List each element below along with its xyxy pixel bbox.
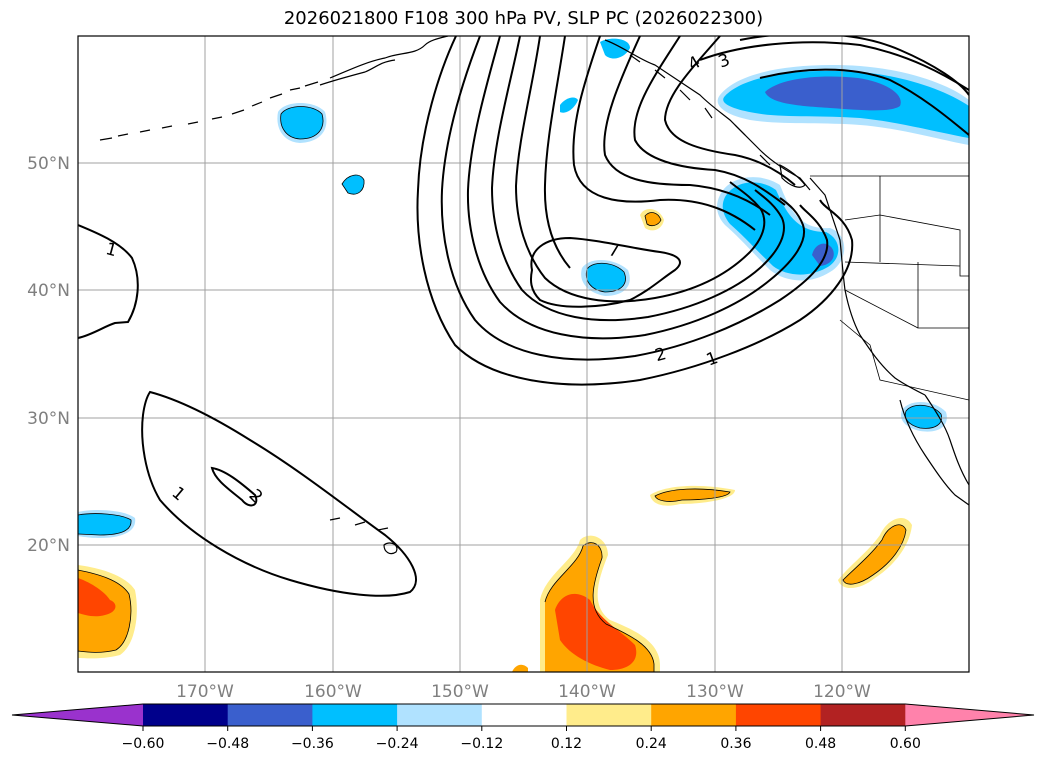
colorbar-tick-label: 0.12 — [551, 736, 582, 752]
lat-label-40n: 40°N — [27, 281, 70, 301]
colorbar-extend-low — [12, 704, 143, 726]
aleutian-islands — [99, 81, 319, 141]
pv-fill-gulf-alaska-deep — [765, 76, 901, 111]
colorbar-tick-label: −0.60 — [122, 736, 165, 752]
lon-label-140w: 140°W — [558, 682, 616, 702]
colorbar-tick-label: 0.60 — [890, 736, 921, 752]
alaska-coast — [329, 36, 449, 79]
slp-contour-outer-c — [759, 68, 969, 136]
pv-positive-fills — [78, 208, 912, 672]
slp-contour-5 — [514, 36, 766, 303]
pv-fill-pnw-deep — [812, 243, 834, 266]
slp-contour-2-subtropical — [210, 466, 258, 507]
pv-fill-north-core — [645, 212, 661, 226]
graticule — [78, 36, 969, 672]
longitude-labels: 170°W 160°W 150°W 140°W 130°W 120°W — [176, 682, 871, 702]
contour-label-1-west: 1 — [103, 239, 119, 261]
map-frame — [77, 35, 970, 673]
colorbar-segment — [651, 704, 737, 726]
lon-label-170w: 170°W — [176, 682, 234, 702]
map-plot-area: 1 2 1 2 1 7 4 3 — [78, 36, 969, 672]
slp-contour-outer-b — [699, 41, 969, 91]
slp-contour-4 — [490, 36, 785, 322]
slp-contour-inner-c — [633, 36, 786, 206]
pv-fill-small-e — [600, 38, 630, 59]
slp-contour-7 — [530, 236, 681, 308]
colorbar-tick-label: 0.48 — [805, 736, 836, 752]
bc-coast — [604, 39, 811, 191]
contour-label-7: 7 — [607, 240, 621, 262]
pv-negative-fills — [78, 38, 969, 538]
slp-contour-1-west — [78, 224, 139, 339]
slp-contours — [78, 36, 969, 597]
pv-fill-small-d-core — [78, 513, 132, 535]
pv-fill-small-c-core — [905, 405, 942, 429]
slp-contour-6 — [543, 36, 571, 269]
baja-coast — [899, 399, 969, 506]
colorbar-segment — [481, 704, 567, 726]
pv-fill-small-f — [560, 97, 578, 113]
colorbar-tick-label: −0.24 — [376, 736, 419, 752]
baja-east — [924, 394, 969, 486]
slp-contour-1-subtropical — [141, 390, 417, 597]
colorbar: −0.60 −0.48 −0.36 −0.24 −0.12 0.12 0.24 0.36 0.4… — [11, 703, 1035, 752]
pv-fill-east-core — [843, 524, 906, 585]
pv-fill-small-b-core — [586, 263, 626, 292]
pv-fill-central-core — [555, 593, 637, 670]
pv-outlines — [78, 106, 942, 672]
pv-fill-aleutian-core — [280, 106, 324, 139]
colorbar-segment — [735, 704, 822, 726]
hawaii — [329, 517, 398, 555]
colorbar-extend-high — [905, 704, 1034, 726]
colorbar-tick-label: 0.24 — [636, 736, 667, 752]
colorbar-segment — [397, 704, 483, 726]
colorbar-tick-label: 0.36 — [720, 736, 751, 752]
colorbar-tick-label: −0.48 — [206, 736, 249, 752]
colorbar-segment — [312, 704, 398, 726]
boundaries — [810, 175, 969, 401]
colorbar-segment — [227, 704, 313, 726]
slp-contour-inner-d — [663, 36, 796, 186]
bc-islands — [629, 54, 771, 166]
colorbar-segment — [143, 704, 229, 726]
pv-fill-west-core — [78, 578, 116, 617]
slp-contour-1-main — [416, 36, 854, 386]
lat-label-20n: 20°N — [27, 536, 70, 556]
alaska-peninsula — [319, 59, 396, 86]
contour-label-2-main: 2 — [653, 344, 669, 366]
pv-fill-pnw-core — [722, 182, 839, 275]
us-west-coast — [809, 177, 926, 396]
slp-contour-2-main — [440, 36, 829, 361]
lon-label-160w: 160°W — [304, 682, 362, 702]
lon-label-150w: 150°W — [431, 682, 489, 702]
lon-label-120w: 120°W — [813, 682, 871, 702]
pv-fill-small-a — [342, 175, 365, 195]
colorbar-segment — [820, 704, 906, 726]
coastlines — [99, 36, 969, 555]
colorbar-tick-label: −0.36 — [291, 736, 334, 752]
slp-contour-inner-a — [572, 36, 756, 231]
slp-contour-inner-b — [603, 36, 771, 216]
colorbar-tick-label: −0.12 — [460, 736, 503, 752]
lat-label-50n: 50°N — [27, 154, 70, 174]
colorbar-segment — [566, 704, 652, 726]
lat-label-30n: 30°N — [27, 409, 70, 429]
slp-contour-3 — [466, 36, 806, 340]
vancouver-island — [779, 163, 806, 188]
pv-fill-small-g — [512, 664, 528, 672]
map-title: 2026021800 F108 300 hPa PV, SLP PC (2026… — [283, 8, 764, 29]
latitude-labels: 50°N 40°N 30°N 20°N — [27, 154, 70, 556]
lon-label-130w: 130°W — [686, 682, 744, 702]
